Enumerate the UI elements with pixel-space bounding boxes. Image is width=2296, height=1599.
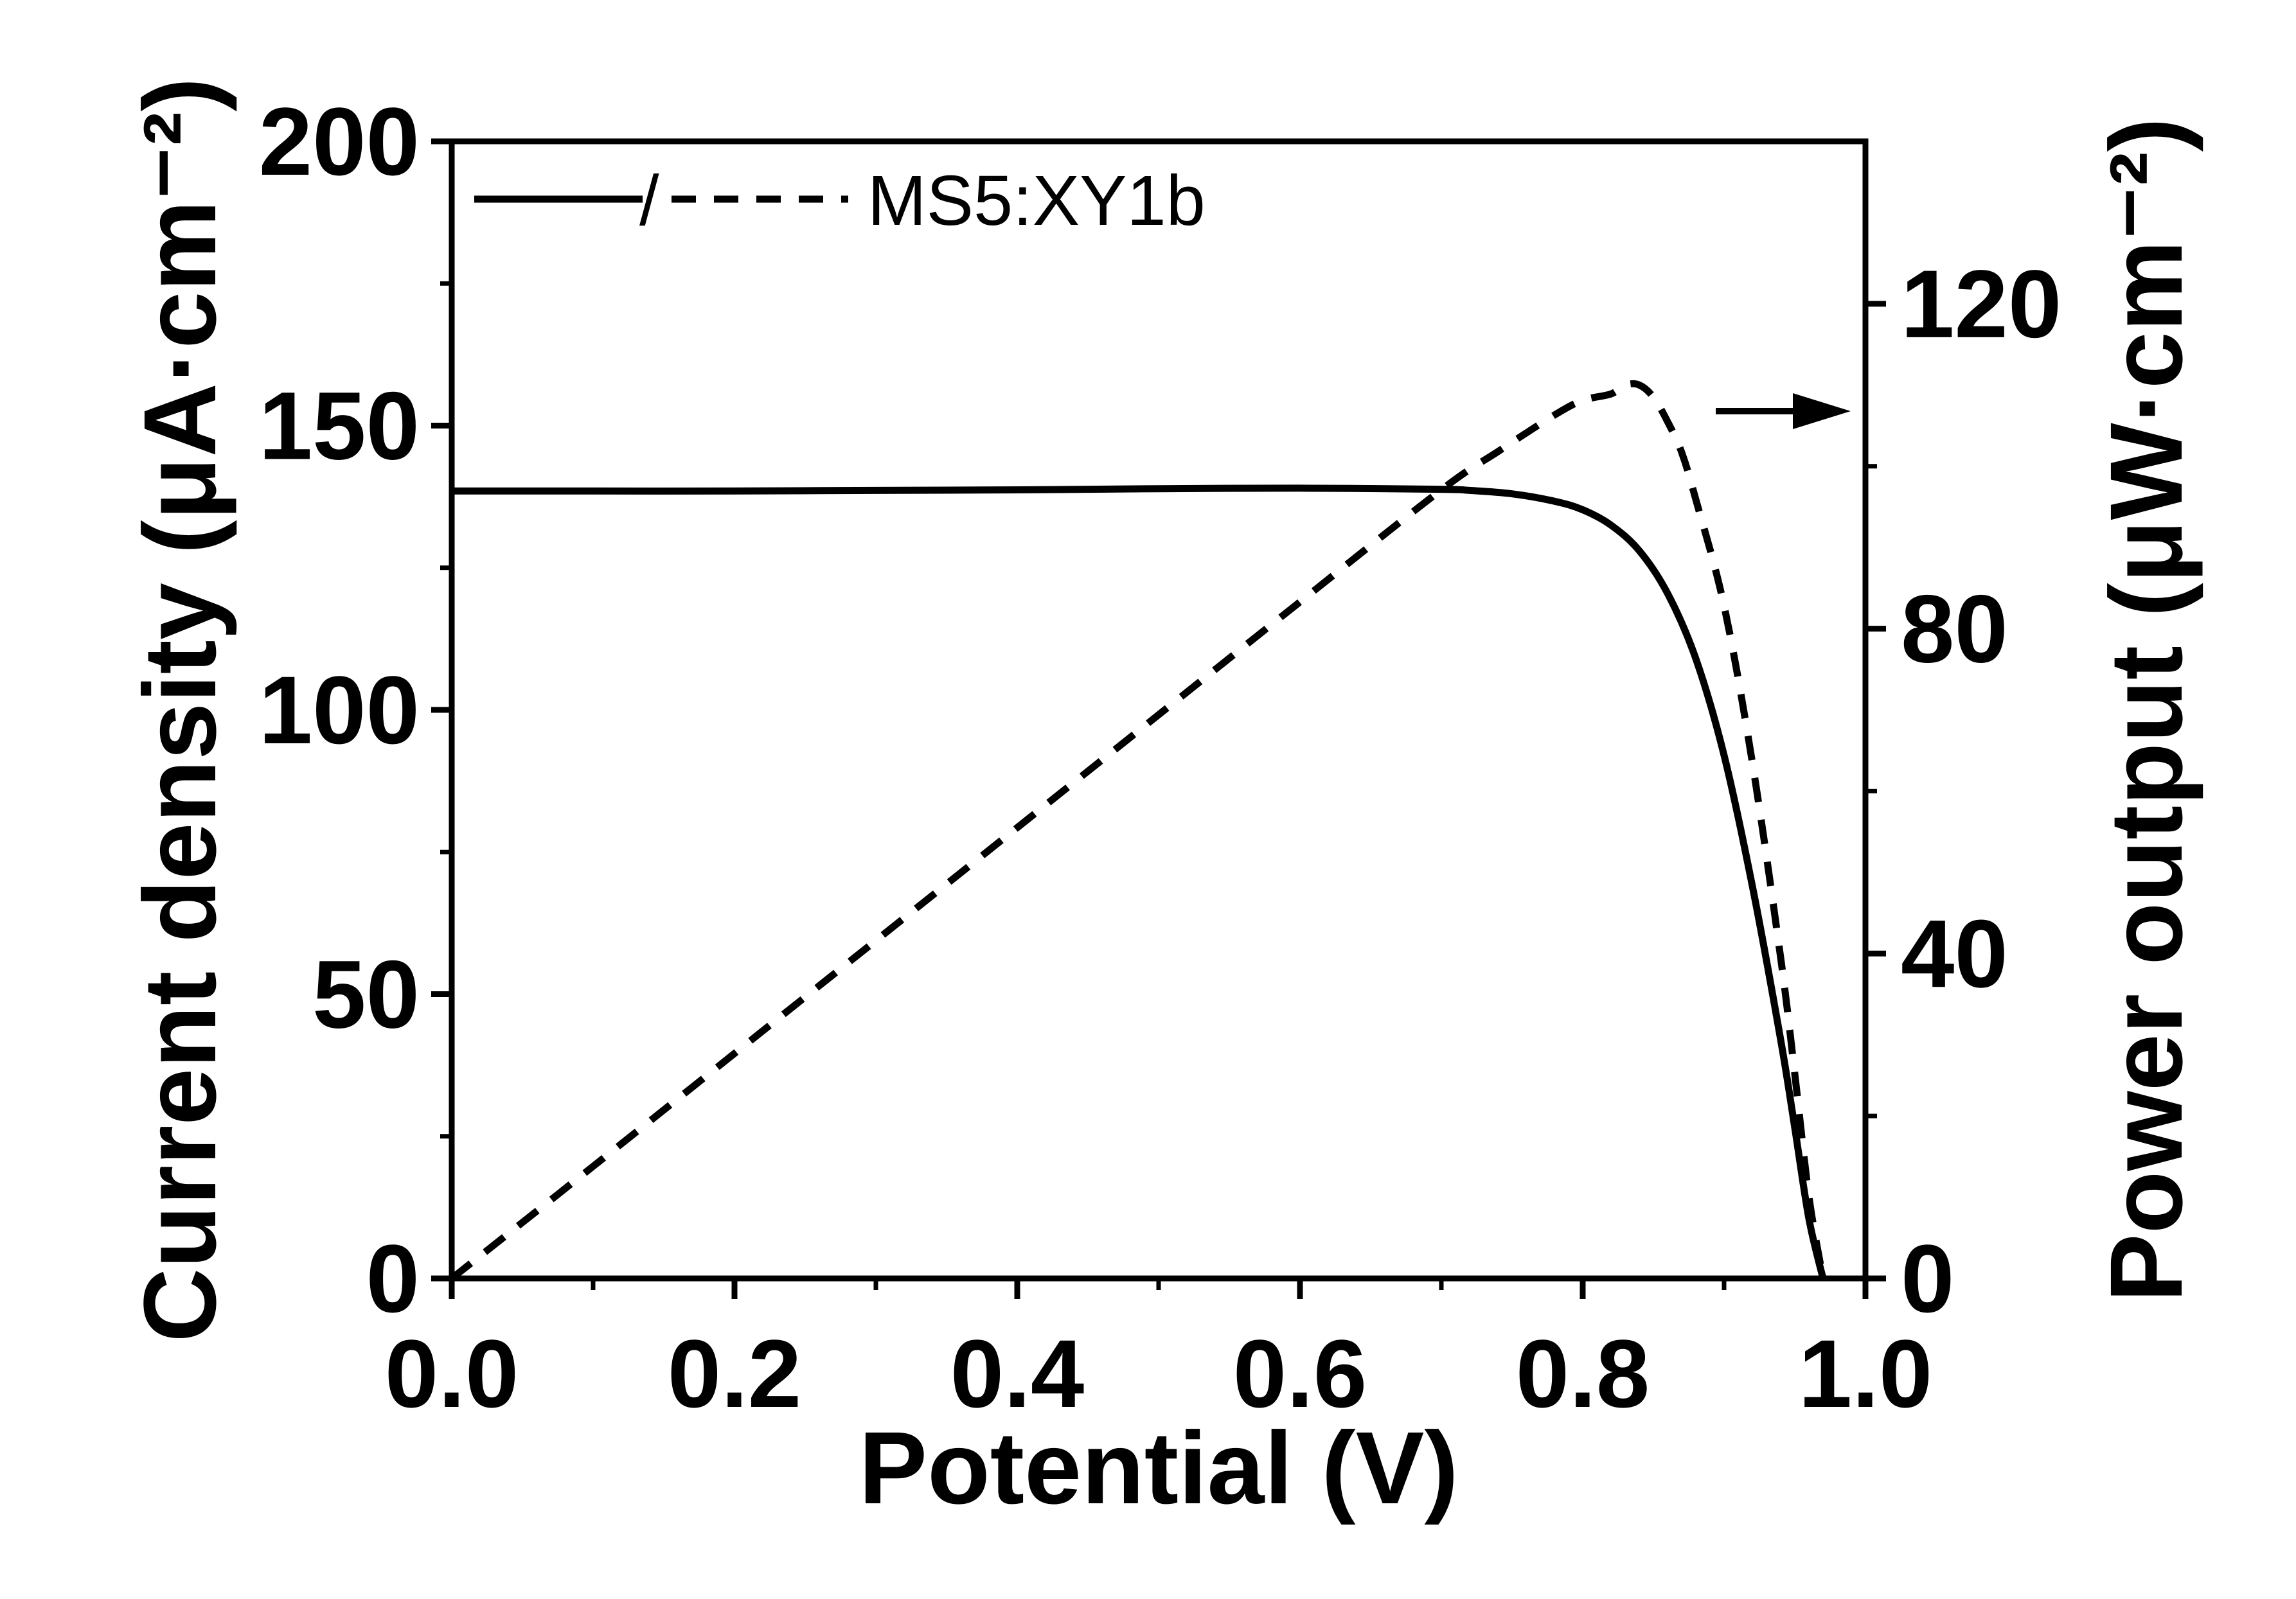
y2-axis-ticks: 0 40 80 120 <box>1865 250 2061 1332</box>
y2-axis-title: Power output (μW·cm⁻²) <box>2088 118 2203 1302</box>
y-tick-label: 150 <box>259 372 420 480</box>
y2-tick-label: 120 <box>1901 250 2061 358</box>
y-tick-label: 0 <box>366 1224 420 1332</box>
arrow-head <box>1793 393 1851 429</box>
x-tick-label: 0.4 <box>950 1320 1085 1427</box>
x-axis-title: Potential (V) <box>859 1410 1458 1525</box>
y-tick-label: 100 <box>259 656 420 764</box>
x-tick-label: 0.6 <box>1233 1320 1367 1427</box>
y-tick-label: 50 <box>312 941 420 1048</box>
y-axis-ticks: 0 50 100 150 200 <box>259 87 452 1332</box>
power-output-line <box>449 380 1827 1282</box>
y2-tick-label: 40 <box>1901 899 2008 1007</box>
current-density-line <box>452 484 1827 1280</box>
x-tick-label: 0.8 <box>1516 1320 1650 1427</box>
y-axis-title: Current density (μA·cm⁻²) <box>122 77 237 1342</box>
y2-tick-label: 80 <box>1901 575 2008 683</box>
legend-separator: / <box>639 161 659 240</box>
series-layer <box>449 380 1827 1282</box>
x-tick-label: 1.0 <box>1799 1320 1933 1427</box>
right-axis-arrow <box>1716 393 1851 429</box>
y-tick-label: 200 <box>259 87 420 195</box>
x-axis-ticks: 0.0 0.2 0.4 0.6 0.8 1.0 <box>385 1278 1933 1427</box>
legend-label: MS5:XY1b <box>868 161 1206 240</box>
legend: / MS5:XY1b <box>474 161 1206 240</box>
x-tick-label: 0.0 <box>385 1320 519 1427</box>
x-tick-label: 0.2 <box>668 1320 802 1427</box>
y2-tick-label: 0 <box>1901 1224 1954 1332</box>
